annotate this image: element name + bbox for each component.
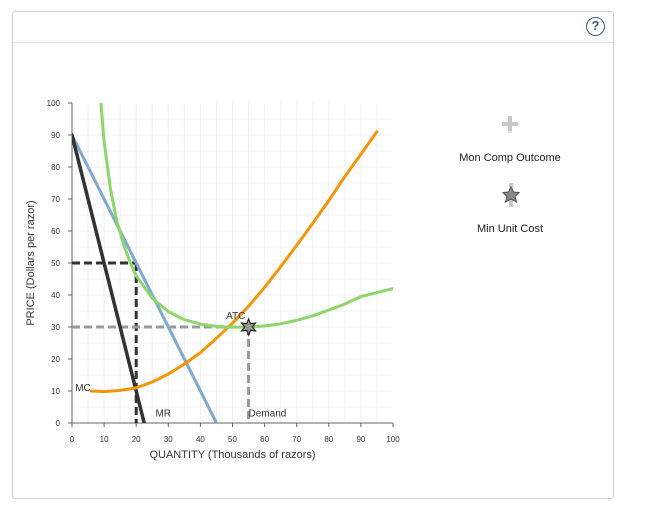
tool-label-min-unit-cost: Min Unit Cost [476, 223, 544, 235]
plus-icon [502, 116, 518, 133]
x-tick-label: 70 [292, 435, 301, 444]
graph-panel: ? [12, 11, 614, 499]
x-tick-label: 10 [100, 435, 109, 444]
x-tick-label: 20 [132, 435, 141, 444]
x-axis-title: QUANTITY (Thousands of razors) [149, 449, 315, 461]
help-button[interactable]: ? [586, 17, 605, 36]
y-tick-label: 70 [51, 195, 60, 204]
y-tick-label: 80 [51, 163, 60, 172]
curve-label-mr: MR [155, 409, 171, 420]
y-tick-label: 0 [56, 419, 61, 428]
series-demand-line[interactable] [72, 133, 218, 423]
panel-header: ? [13, 12, 613, 43]
y-tick-label: 60 [51, 227, 60, 236]
curve-label-atc: ATC [226, 311, 245, 322]
series-mc-line[interactable] [89, 130, 379, 394]
y-tick-label: 100 [47, 99, 61, 108]
y-tick-label: 90 [51, 131, 60, 140]
y-tick-label: 20 [51, 355, 60, 364]
y-tick-label: 50 [51, 259, 60, 268]
curve-label-mc: MC [75, 383, 91, 394]
y-tick-label: 30 [51, 323, 60, 332]
x-tick-label: 100 [386, 435, 400, 444]
curve-label-demand: Demand [249, 409, 287, 420]
series-atc-line[interactable] [99, 103, 393, 329]
series-mr-line[interactable] [72, 133, 146, 423]
x-tick-label: 0 [70, 435, 75, 444]
x-tick-label: 30 [164, 435, 173, 444]
tool-mon-comp-outcome[interactable] [500, 114, 520, 134]
star-icon [501, 183, 521, 207]
min-unit-cost-point-marker[interactable] [240, 317, 257, 337]
tool-min-unit-cost[interactable] [500, 183, 522, 207]
y-tick-label: 40 [51, 291, 60, 300]
y-tick-label: 10 [51, 387, 60, 396]
tool-label-mon-comp-outcome: Mon Comp Outcome [459, 152, 561, 164]
x-tick-label: 80 [324, 435, 333, 444]
x-tick-label: 50 [228, 435, 237, 444]
y-axis-title: PRICE (Dollars per razor) [25, 200, 37, 325]
x-tick-label: 90 [356, 435, 365, 444]
x-tick-label: 60 [260, 435, 269, 444]
x-tick-label: 40 [196, 435, 205, 444]
